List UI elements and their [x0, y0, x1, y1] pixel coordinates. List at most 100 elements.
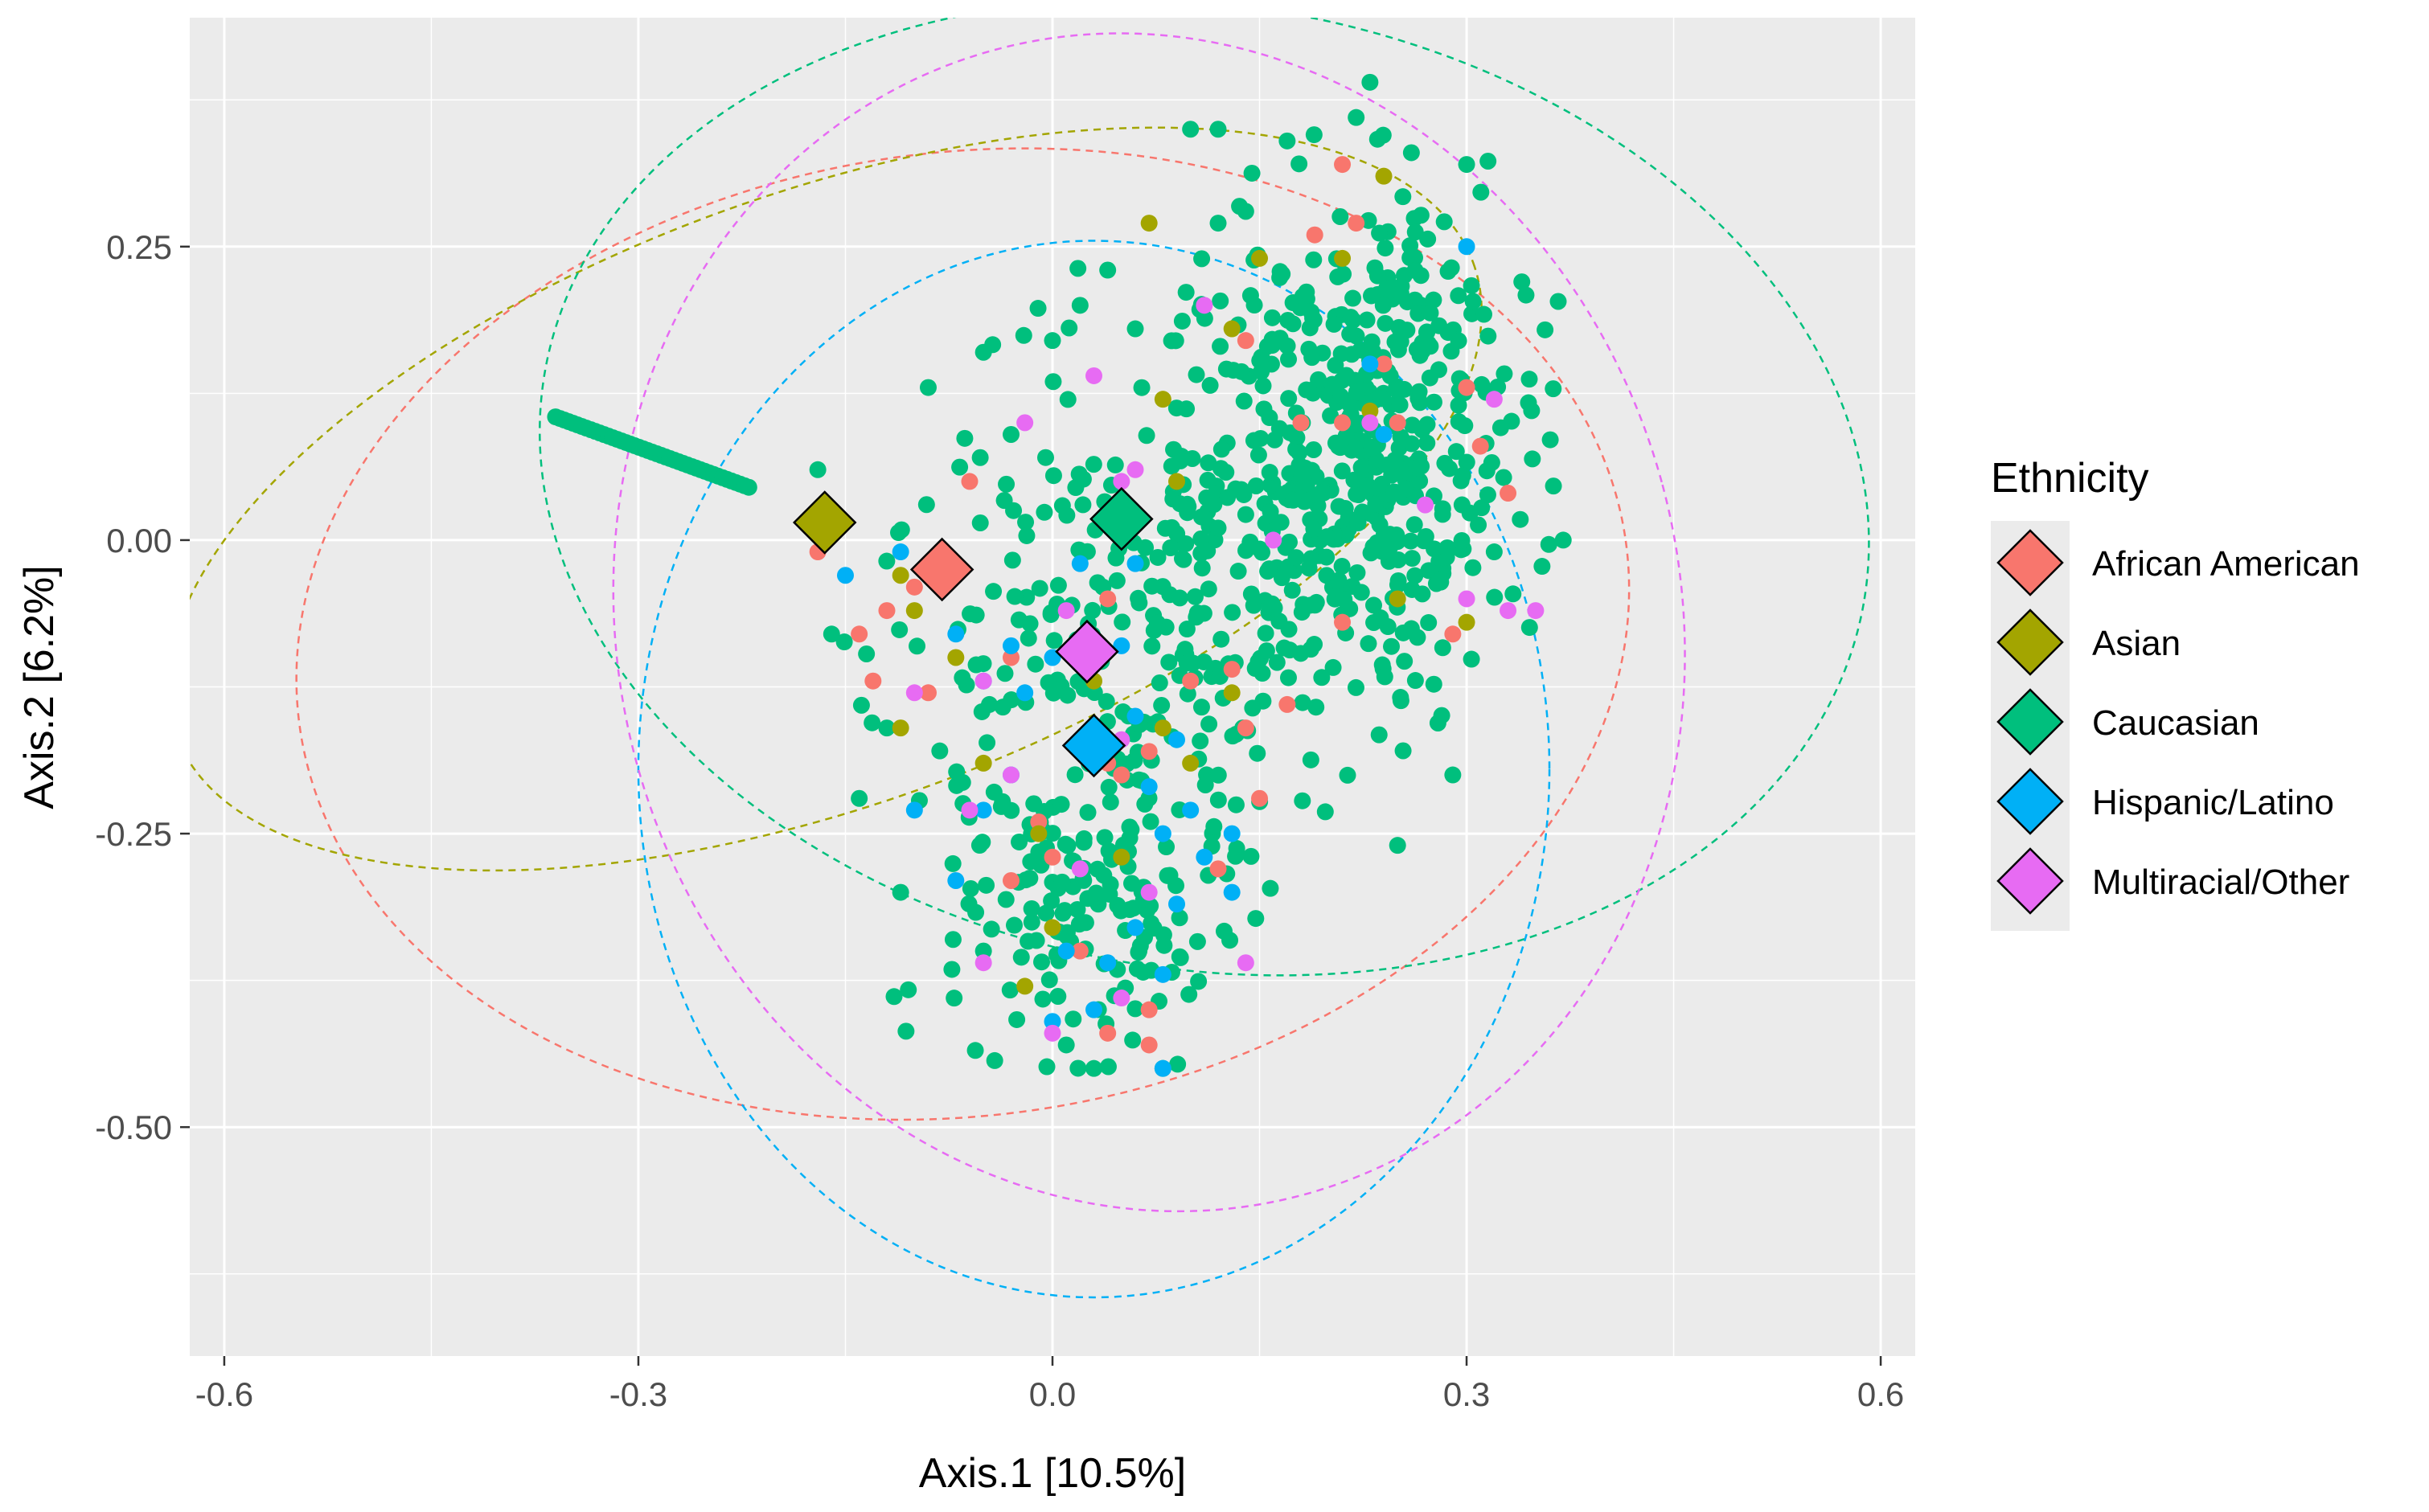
point-caucasian	[1159, 867, 1176, 884]
point-caucasian	[1504, 585, 1522, 603]
point-caucasian	[1254, 377, 1272, 395]
point-caucasian	[1212, 292, 1229, 309]
point-caucasian	[1143, 577, 1161, 595]
point-caucasian	[1138, 427, 1155, 445]
point-asian	[1140, 215, 1158, 232]
point-african-american	[1334, 156, 1352, 174]
point-caucasian	[1153, 697, 1171, 715]
point-caucasian	[1102, 793, 1119, 811]
point-caucasian	[1336, 591, 1353, 608]
point-caucasian	[1242, 847, 1260, 865]
point-caucasian	[1209, 766, 1227, 784]
point-caucasian	[986, 1051, 1003, 1069]
point-caucasian	[1342, 309, 1360, 326]
point-caucasian	[1133, 379, 1151, 396]
point-african-american	[1278, 695, 1296, 713]
point-caucasian	[1541, 431, 1559, 449]
point-caucasian	[1294, 288, 1311, 305]
point-african-american	[1002, 871, 1020, 889]
data-points	[547, 73, 1572, 1077]
point-caucasian	[944, 854, 962, 872]
point-caucasian	[1071, 297, 1089, 314]
point-caucasian	[1358, 311, 1376, 329]
point-caucasian	[1303, 349, 1321, 367]
point-african-american	[1002, 649, 1020, 666]
point-caucasian	[994, 699, 1011, 716]
point-caucasian	[1292, 645, 1310, 662]
centroid-multiracial-other	[1055, 619, 1119, 684]
point-caucasian	[1395, 267, 1413, 285]
point-caucasian	[740, 478, 757, 496]
point-caucasian	[1171, 948, 1188, 965]
point-caucasian	[1405, 516, 1423, 534]
point-caucasian	[858, 645, 876, 663]
point-caucasian	[1324, 658, 1342, 676]
point-caucasian	[1021, 869, 1039, 887]
point-caucasian	[1085, 456, 1102, 473]
point-caucasian	[1224, 727, 1241, 745]
point-caucasian	[1450, 287, 1467, 305]
point-african-american	[1251, 789, 1269, 807]
point-african-american	[1113, 766, 1130, 784]
point-caucasian	[1406, 672, 1424, 690]
point-caucasian	[931, 742, 949, 760]
point-hispanic-latino	[1126, 555, 1144, 572]
legend-label: Asian	[2092, 624, 2181, 663]
point-caucasian	[1001, 981, 1019, 999]
point-asian	[974, 754, 992, 772]
point-caucasian	[985, 783, 1003, 801]
point-caucasian	[1096, 829, 1114, 846]
point-african-american	[1471, 437, 1489, 455]
point-caucasian	[1371, 224, 1389, 242]
point-caucasian	[951, 458, 969, 476]
ellipse-african-american	[295, 147, 1631, 1121]
point-asian	[1251, 249, 1269, 267]
point-multiracial-other	[1002, 766, 1020, 784]
point-hispanic-latino	[1071, 555, 1089, 572]
point-caucasian	[1413, 585, 1431, 603]
point-multiracial-other	[1071, 860, 1089, 878]
point-caucasian	[1520, 619, 1538, 637]
point-african-american	[851, 625, 868, 643]
point-hispanic-latino	[1126, 707, 1144, 725]
point-caucasian	[1044, 825, 1061, 842]
point-hispanic-latino	[1375, 425, 1393, 443]
point-caucasian	[1431, 572, 1449, 589]
point-caucasian	[1205, 817, 1223, 835]
legend-key-hispanic-latino	[1996, 768, 2064, 835]
point-caucasian	[1441, 460, 1459, 477]
point-caucasian	[1237, 506, 1254, 523]
point-caucasian	[1310, 371, 1327, 388]
point-hispanic-latino	[1361, 355, 1379, 373]
point-caucasian	[1374, 297, 1392, 314]
point-hispanic-latino	[1085, 1001, 1103, 1018]
point-caucasian	[1212, 630, 1230, 648]
point-african-american	[1099, 1024, 1117, 1042]
point-caucasian	[1219, 489, 1237, 506]
point-caucasian	[1130, 589, 1147, 607]
point-caucasian	[1305, 251, 1323, 268]
point-caucasian	[1434, 639, 1451, 657]
point-caucasian	[1171, 589, 1188, 607]
point-multiracial-other	[1085, 367, 1103, 384]
y-tick-label: -0.25	[95, 815, 172, 853]
point-caucasian	[1029, 300, 1047, 318]
point-hispanic-latino	[1044, 1013, 1061, 1031]
point-caucasian	[1261, 560, 1278, 578]
point-caucasian	[1453, 531, 1471, 549]
point-african-american	[1500, 485, 1517, 502]
point-caucasian	[1114, 613, 1131, 631]
point-caucasian	[1425, 675, 1442, 693]
point-caucasian	[1034, 990, 1052, 1008]
point-caucasian	[1263, 595, 1281, 613]
point-caucasian	[1199, 471, 1217, 489]
point-asian	[892, 567, 909, 584]
point-caucasian	[1054, 904, 1072, 922]
point-asian	[1016, 977, 1034, 995]
point-asian	[1334, 249, 1352, 267]
point-caucasian	[1392, 333, 1409, 350]
point-caucasian	[878, 552, 896, 570]
point-caucasian	[1463, 305, 1481, 322]
point-caucasian	[1409, 305, 1427, 322]
point-asian	[1030, 825, 1048, 842]
